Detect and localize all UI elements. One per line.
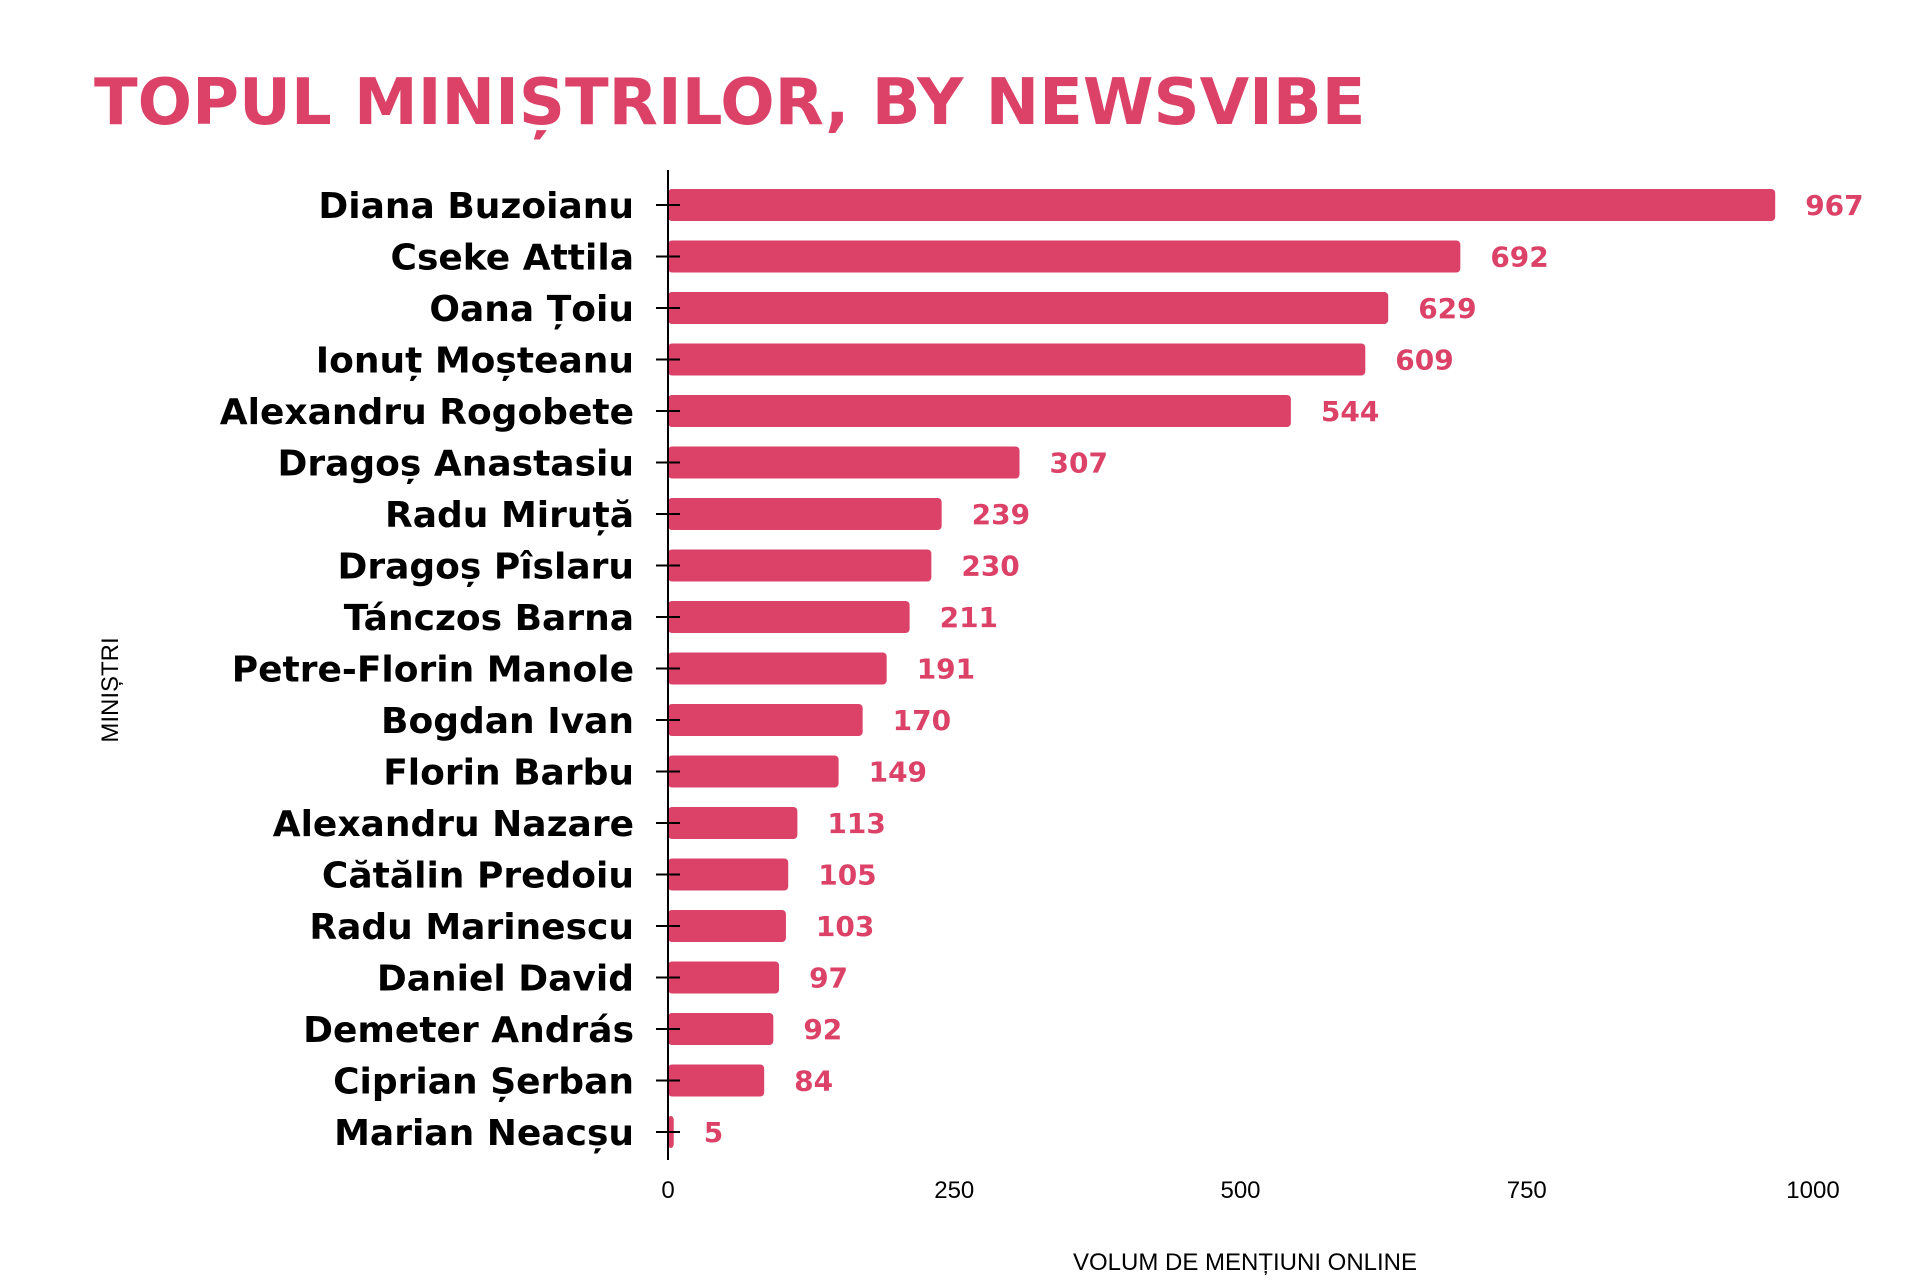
category-label: Diana Buzoianu [318,186,634,227]
category-label: Bogdan Ivan [381,701,634,742]
value-label: 307 [1050,447,1108,480]
category-label: Tánczos Barna [344,598,634,639]
value-label: 692 [1490,241,1548,274]
value-label: 92 [803,1013,842,1046]
x-tick-label: 750 [1507,1177,1547,1204]
value-label: 609 [1395,344,1453,377]
category-label: Marian Neacșu [334,1113,634,1154]
bar [668,395,1291,427]
category-label: Cătălin Predoiu [322,856,634,897]
value-label: 5 [704,1116,723,1149]
category-label: Florin Barbu [383,753,634,794]
category-label: Ionuț Moșteanu [316,341,634,382]
chart-title: TOPUL MINIȘTRILOR, BY NEWSVIBE [94,66,1366,140]
bar [668,292,1389,324]
bar [668,446,1020,479]
category-label: Demeter András [303,1010,634,1051]
bar [668,498,942,530]
bar [668,1064,765,1097]
value-label: 84 [794,1065,833,1098]
x-tick-label: 250 [934,1177,974,1204]
value-label: 629 [1418,292,1476,325]
value-label: 211 [940,601,998,634]
bar [668,755,839,788]
category-label: Daniel David [377,959,634,1000]
x-tick-label: 1000 [1786,1177,1839,1204]
value-label: 230 [961,550,1019,583]
value-label: 170 [893,704,951,737]
value-label: 97 [809,962,848,995]
value-label: 544 [1321,395,1379,428]
x-tick-label: 0 [661,1177,674,1204]
value-label: 967 [1805,189,1863,222]
bar [668,961,780,994]
category-label: Petre-Florin Manole [232,650,634,691]
bar [668,343,1366,376]
category-label: Alexandru Rogobete [220,392,634,433]
axis-layer [656,170,680,1160]
category-label: Cseke Attila [391,238,634,279]
category-label: Dragoș Pîslaru [337,547,634,588]
value-label: 191 [917,653,975,686]
bar [668,1013,774,1045]
value-label: 149 [869,756,927,789]
y-axis-title: MINIȘTRI [97,637,124,742]
value-label: 239 [972,498,1030,531]
category-label: Ciprian Șerban [333,1062,634,1103]
value-label: 113 [827,807,885,840]
x-tick-label: 500 [1220,1177,1260,1204]
labels-layer: Diana Buzoianu 967 Cseke Attila 692 Oana Țoi… [97,186,1864,1276]
bar [668,549,932,582]
bar [668,858,789,891]
bar [668,652,887,685]
category-label: Alexandru Nazare [273,804,634,845]
bar [668,240,1461,273]
category-label: Oana Țoiu [429,289,634,330]
bars-layer [668,189,1776,1148]
category-label: Radu Miruță [385,495,634,536]
value-label: 103 [816,910,874,943]
bar [668,807,798,839]
x-axis-title: VOLUM DE MENȚIUNI ONLINE [1073,1249,1417,1276]
bar [668,601,910,633]
value-label: 105 [818,859,876,892]
bar [668,189,1776,221]
bar [668,910,786,942]
category-label: Radu Marinescu [309,907,634,948]
category-label: Dragoș Anastasiu [277,444,634,485]
bar [668,704,863,736]
